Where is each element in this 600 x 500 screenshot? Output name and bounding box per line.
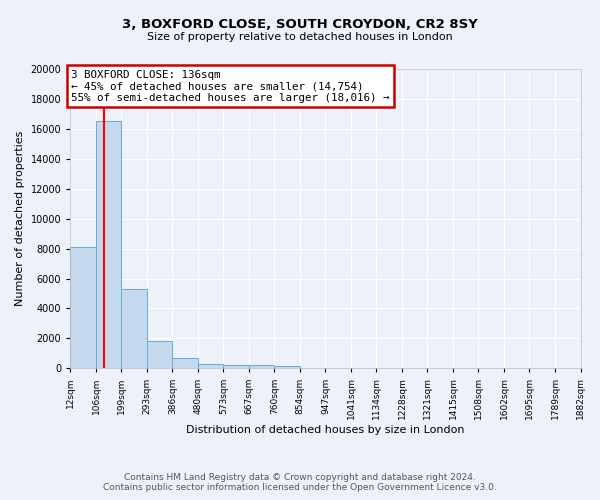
Bar — [249, 366, 274, 368]
Bar — [172, 358, 198, 368]
Text: 3 BOXFORD CLOSE: 136sqm
← 45% of detached houses are smaller (14,754)
55% of sem: 3 BOXFORD CLOSE: 136sqm ← 45% of detache… — [71, 70, 389, 103]
Text: Contains HM Land Registry data © Crown copyright and database right 2024.
Contai: Contains HM Land Registry data © Crown c… — [103, 473, 497, 492]
X-axis label: Distribution of detached houses by size in London: Distribution of detached houses by size … — [186, 425, 464, 435]
Bar — [198, 364, 223, 368]
Bar — [274, 366, 300, 368]
Text: 3, BOXFORD CLOSE, SOUTH CROYDON, CR2 8SY: 3, BOXFORD CLOSE, SOUTH CROYDON, CR2 8SY — [122, 18, 478, 30]
Bar — [147, 340, 172, 368]
Bar — [70, 247, 96, 368]
Y-axis label: Number of detached properties: Number of detached properties — [15, 131, 25, 306]
Bar — [96, 122, 121, 368]
Bar — [121, 289, 147, 368]
Text: Size of property relative to detached houses in London: Size of property relative to detached ho… — [147, 32, 453, 42]
Bar — [223, 366, 249, 368]
